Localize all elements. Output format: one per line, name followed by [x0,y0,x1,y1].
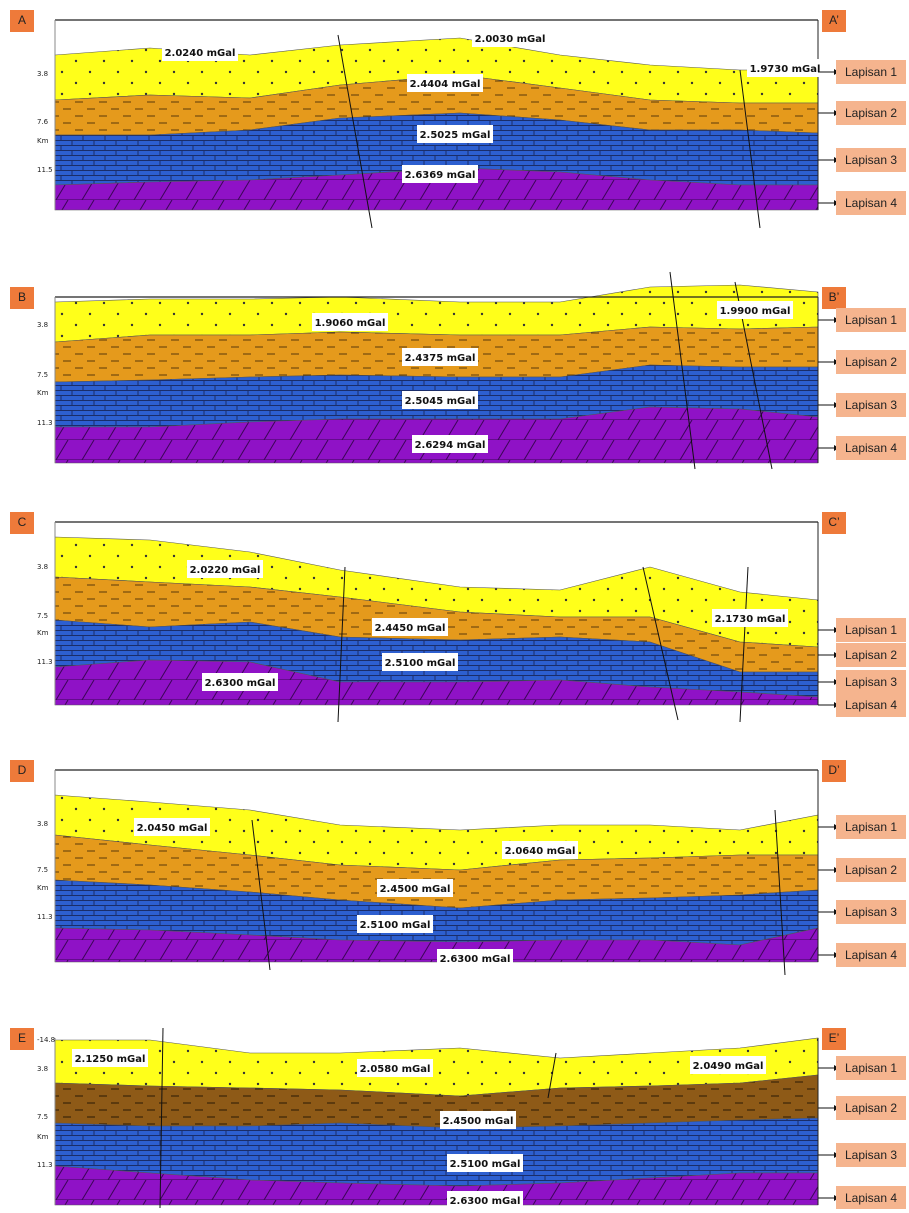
layer-label: Lapisan 3 [845,905,897,919]
depth-label: 3.8 [37,321,48,329]
density-label: 2.5045 mGal [405,396,476,407]
section-label: A’ [829,13,839,27]
density-label: 2.4500 mGal [443,1116,514,1127]
depth-label: 7.5 [37,371,48,379]
depth-label: 7.5 [37,866,48,874]
depth-label: 11.3 [37,913,53,921]
section-label: E [18,1031,26,1045]
section-label: B [18,290,26,304]
layer-label: Lapisan 1 [845,623,897,637]
depth-label: 7.5 [37,612,48,620]
density-label: 1.9900 mGal [720,306,791,317]
depth-label: 11.3 [37,419,53,427]
density-label: 2.4404 mGal [410,79,481,90]
cross-sections: A A’ 3.8 7.6 Km 11.5 2.0240 mGal 2.0030 mGal 1.9… [0,0,909,1209]
section-label: D [18,763,27,777]
depth-label: 11.5 [37,166,53,174]
section-label: C’ [828,515,839,529]
density-label: 2.5100 mGal [450,1159,521,1170]
layer-label: Lapisan 2 [845,106,897,120]
depth-label: Km [37,389,49,397]
density-label: 2.0640 mGal [505,846,576,857]
density-label: 2.6294 mGal [415,440,486,451]
density-label: 1.9730 mGal [750,64,821,75]
depth-label: 3.8 [37,563,48,571]
density-label: 2.0580 mGal [360,1064,431,1075]
section-label: E’ [829,1031,840,1045]
depth-label: 3.8 [37,1065,48,1073]
layer-label: Lapisan 1 [845,313,897,327]
section-label: C [18,515,27,529]
depth-label: 11.3 [37,1161,53,1169]
depth-label: 3.8 [37,70,48,78]
density-label: 2.6300 mGal [440,954,511,965]
depth-label: Km [37,884,49,892]
layer-label: Lapisan 4 [845,948,897,962]
layer-label: Lapisan 3 [845,1148,897,1162]
layer-label: Lapisan 3 [845,398,897,412]
depth-label: Km [37,629,49,637]
density-label: 2.0240 mGal [165,48,236,59]
density-label: 2.0220 mGal [190,565,261,576]
layer-label: Lapisan 2 [845,648,897,662]
depth-label: -14.8 [37,1036,55,1044]
section-label: A [18,13,26,27]
layer-label: Lapisan 2 [845,1101,897,1115]
layer-label: Lapisan 1 [845,1061,897,1075]
density-label: 2.5100 mGal [360,920,431,931]
density-label: 2.4450 mGal [375,623,446,634]
layer-label: Lapisan 3 [845,153,897,167]
density-label: 2.0490 mGal [693,1061,764,1072]
layer-label: Lapisan 4 [845,1191,897,1205]
density-label: 2.6369 mGal [405,170,476,181]
density-label: 2.4500 mGal [380,884,451,895]
layer-label: Lapisan 2 [845,355,897,369]
depth-label: 7.6 [37,118,49,126]
density-label: 2.6300 mGal [205,678,276,689]
depth-label: Km [37,137,49,145]
layer-label: Lapisan 4 [845,441,897,455]
layer-label: Lapisan 4 [845,698,897,712]
depth-label: 11.3 [37,658,53,666]
section-label: D’ [828,763,839,777]
depth-label: 7.5 [37,1113,48,1121]
density-label: 2.6300 mGal [450,1196,521,1207]
layer-label: Lapisan 3 [845,675,897,689]
density-label: 2.5100 mGal [385,658,456,669]
density-label: 2.1250 mGal [75,1054,146,1065]
density-label: 1.9060 mGal [315,318,386,329]
layer-label: Lapisan 4 [845,196,897,210]
layer-label: Lapisan 2 [845,863,897,877]
section-label: B’ [829,290,840,304]
density-label: 2.1730 mGal [715,614,786,625]
layer-label: Lapisan 1 [845,65,897,79]
layer-label: Lapisan 1 [845,820,897,834]
depth-label: 3.8 [37,820,48,828]
density-label: 2.0450 mGal [137,823,208,834]
density-label: 2.4375 mGal [405,353,476,364]
density-label: 2.0030 mGal [475,34,546,45]
density-label: 2.5025 mGal [420,130,491,141]
depth-label: Km [37,1133,49,1141]
